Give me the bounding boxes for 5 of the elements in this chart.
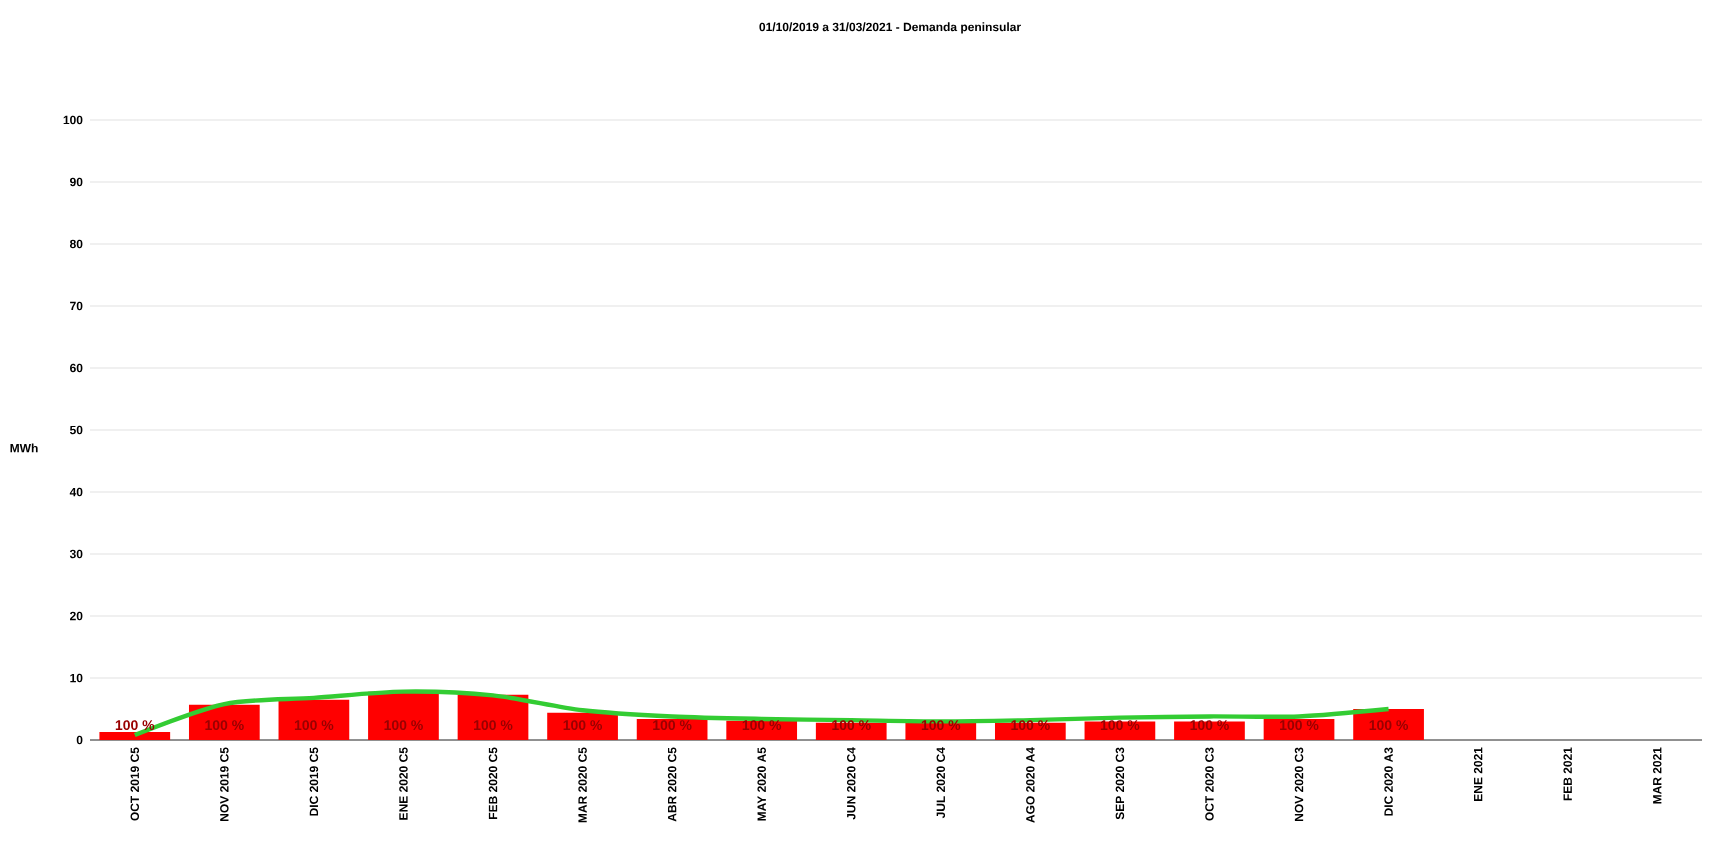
bar (1084, 721, 1156, 740)
bar (1174, 721, 1245, 740)
bar (278, 699, 350, 740)
bar (368, 691, 439, 740)
bar (99, 731, 171, 740)
